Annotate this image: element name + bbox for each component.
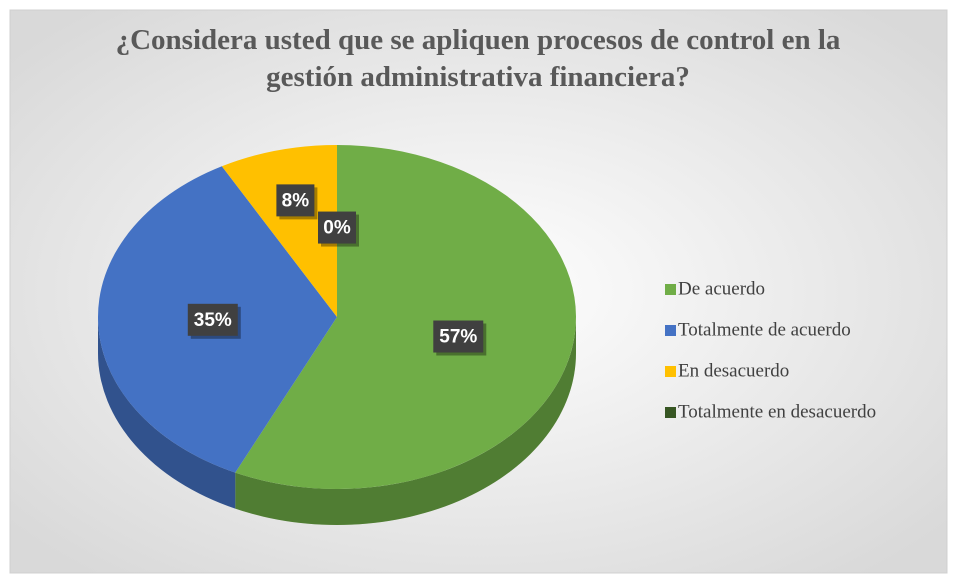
pie-side-shade (235, 317, 576, 525)
data-label-box (187, 303, 238, 336)
legend-label: En desacuerdo (678, 360, 789, 381)
legend-label: Totalmente de acuerdo (678, 319, 851, 340)
data-label: 0% (323, 218, 351, 239)
pie-side-shade (98, 317, 236, 509)
pie-side (98, 317, 236, 509)
data-label-box (276, 184, 315, 217)
pie-side (235, 317, 576, 525)
legend-swatch (665, 284, 676, 295)
legend-label: Totalmente en desacuerdo (678, 401, 876, 422)
chart-title: ¿Considera usted que se apliquen proceso… (115, 24, 841, 93)
data-label: 8% (282, 190, 310, 211)
data-label-box (318, 211, 356, 244)
pie-slice (235, 145, 577, 490)
data-label-box (433, 320, 484, 353)
legend-label: De acuerdo (678, 278, 765, 299)
legend-swatch (665, 407, 676, 418)
data-label: 57% (439, 327, 477, 348)
data-label: 35% (194, 310, 232, 331)
legend-swatch (665, 366, 676, 377)
legend-swatch (665, 325, 676, 336)
